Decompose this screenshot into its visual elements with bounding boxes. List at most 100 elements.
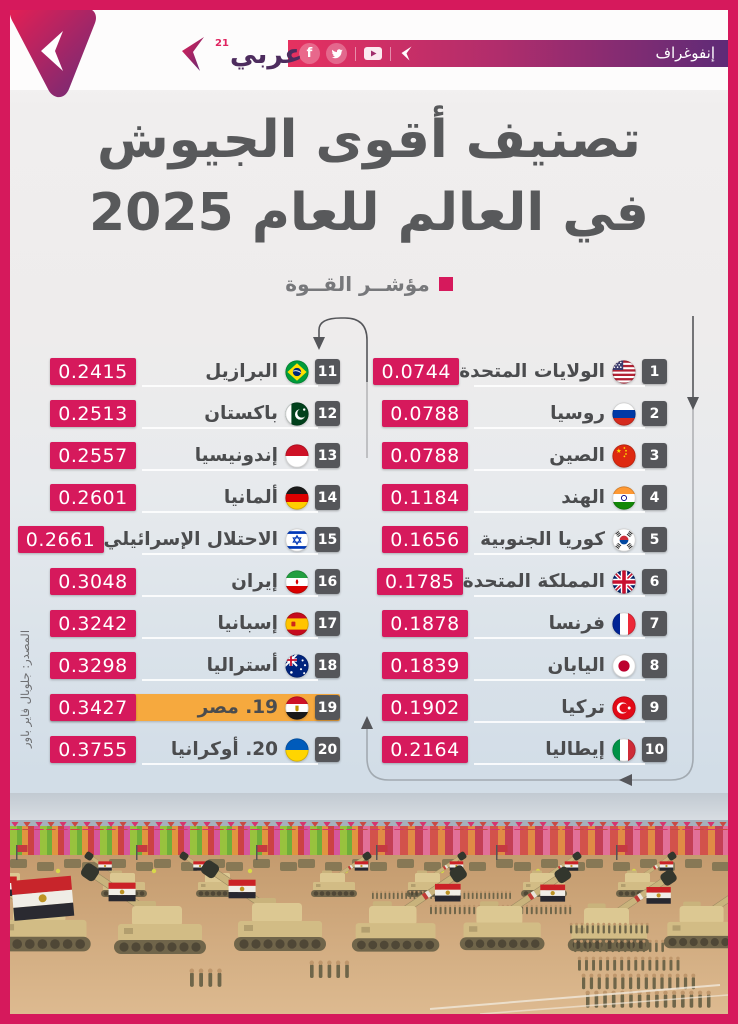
us-flag-icon bbox=[612, 359, 636, 384]
ranking-row-4: 4 الهند 0.1184 bbox=[382, 484, 667, 513]
country-name: أستراليا bbox=[206, 655, 278, 676]
brand-superscript: 21 bbox=[215, 37, 229, 49]
country-name: المملكة المتحدة bbox=[462, 571, 605, 592]
ranking-row-11: 11 البرازيل 0.2415 bbox=[50, 358, 340, 387]
ranking-row-5: 5 كوريا الجنوبية 0.1656 bbox=[382, 526, 667, 555]
ranking-row-14: 14 ألمانيا 0.2601 bbox=[50, 484, 340, 513]
row-underline bbox=[474, 637, 645, 639]
rank-badge: 5 bbox=[642, 527, 667, 552]
row-underline bbox=[474, 721, 645, 723]
country-name: 19. مصر bbox=[197, 697, 278, 718]
arabi21-logo[interactable]: عربي 21 bbox=[178, 28, 303, 80]
military-parade-photo bbox=[10, 793, 728, 1014]
ranking-row-16: 16 إيران 0.3048 bbox=[50, 568, 340, 597]
ranking-row-9: 9 تركيا 0.1902 bbox=[382, 694, 667, 723]
country-name: اليابان bbox=[547, 655, 605, 676]
power-index-value: 0.2513 bbox=[50, 400, 136, 427]
power-index-value: 0.1902 bbox=[382, 694, 468, 721]
country-name: روسيا bbox=[550, 403, 605, 424]
row-underline bbox=[142, 553, 318, 555]
legend-square-icon bbox=[438, 277, 453, 291]
kr-flag-icon bbox=[612, 527, 636, 552]
country-name: إيطاليا bbox=[545, 739, 605, 760]
row-underline bbox=[474, 511, 645, 513]
eg-flag-icon bbox=[285, 695, 309, 720]
infographic-content: عربي 21 f إنفوغراف تصنيف أقوى الجيوش في … bbox=[10, 10, 728, 1014]
country-name: تركيا bbox=[561, 697, 605, 718]
power-index-value: 0.3755 bbox=[50, 736, 136, 763]
youtube-icon[interactable] bbox=[364, 47, 382, 60]
rank-badge: 1 bbox=[642, 359, 667, 384]
row-underline bbox=[142, 679, 318, 681]
page-title: تصنيف أقوى الجيوش في العالم للعام 2025 bbox=[10, 104, 728, 250]
legend: مؤشــر القــوة bbox=[10, 272, 728, 296]
rank-badge: 11 bbox=[315, 359, 340, 384]
country-name: كوريا الجنوبية bbox=[480, 529, 605, 550]
category-label: إنفوغراف bbox=[655, 43, 715, 62]
source-credit: المصدر: جلوبال فاير باور bbox=[18, 629, 32, 749]
cn-flag-icon bbox=[612, 443, 636, 468]
rank-badge: 16 bbox=[315, 569, 340, 594]
rank-badge: 7 bbox=[642, 611, 667, 636]
es-flag-icon bbox=[285, 611, 309, 636]
row-underline bbox=[474, 679, 645, 681]
ranking-row-1: 1 الولايات المتحدة 0.0744 bbox=[373, 358, 667, 387]
ranking-row-6: 6 المملكة المتحدة 0.1785 bbox=[376, 568, 667, 597]
row-underline bbox=[474, 763, 645, 765]
rank-badge: 17 bbox=[315, 611, 340, 636]
ranking-column-11-20: 11 البرازيل 0.2415 12 باكستان 0.2513 13 إندونيس… bbox=[17, 358, 340, 778]
ranking-row-12: 12 باكستان 0.2513 bbox=[50, 400, 340, 429]
row-underline bbox=[142, 511, 318, 513]
rank-badge: 8 bbox=[642, 653, 667, 678]
power-index-value: 0.3298 bbox=[50, 652, 136, 679]
title-line-2: في العالم للعام 2025 bbox=[89, 182, 650, 243]
rank-badge: 15 bbox=[315, 527, 340, 552]
ranking-row-8: 8 اليابان 0.1839 bbox=[382, 652, 667, 681]
country-name: 20. أوكرانيا bbox=[170, 739, 278, 760]
au-flag-icon bbox=[285, 653, 309, 678]
rank-badge: 6 bbox=[642, 569, 667, 594]
brand-arrow-icon bbox=[182, 37, 204, 71]
ranking-row-19: 19 19. مصر 0.3427 bbox=[50, 694, 340, 721]
rank-badge: 19 bbox=[315, 695, 340, 720]
power-index-value: 0.1184 bbox=[382, 484, 468, 511]
rank-badge: 18 bbox=[315, 653, 340, 678]
country-name: ألمانيا bbox=[223, 487, 278, 508]
row-underline bbox=[142, 469, 318, 471]
de-flag-icon bbox=[285, 485, 309, 510]
it-flag-icon bbox=[612, 737, 636, 762]
share-arrow-icon[interactable] bbox=[400, 46, 413, 61]
divider bbox=[390, 46, 391, 61]
power-index-value: 0.2661 bbox=[17, 526, 104, 553]
ranking-row-18: 18 أستراليا 0.3298 bbox=[50, 652, 340, 681]
row-underline bbox=[474, 427, 645, 429]
row-underline bbox=[474, 595, 645, 597]
row-underline bbox=[142, 385, 318, 387]
chevron-arrow-icon bbox=[41, 31, 63, 71]
ranking-column-1-10: 1 الولايات المتحدة 0.0744 2 روسيا 0.0788 3 الصي… bbox=[373, 358, 667, 778]
country-name: الهند bbox=[561, 487, 605, 508]
arabi21-corner-badge bbox=[10, 10, 96, 98]
twitter-icon[interactable] bbox=[326, 43, 347, 64]
facebook-icon[interactable]: f bbox=[299, 43, 320, 64]
country-name: إيران bbox=[231, 571, 278, 592]
power-index-value: 0.2415 bbox=[50, 358, 136, 385]
ua-flag-icon bbox=[285, 737, 309, 762]
country-name: إندونيسيا bbox=[194, 445, 278, 466]
power-index-value: 0.1785 bbox=[376, 568, 463, 595]
row-underline bbox=[474, 469, 645, 471]
row-underline bbox=[142, 427, 318, 429]
power-index-value: 0.1839 bbox=[382, 652, 468, 679]
row-underline bbox=[142, 595, 318, 597]
ir-flag-icon bbox=[285, 569, 309, 594]
legend-label: مؤشــر القــوة bbox=[285, 272, 430, 296]
power-index-value: 0.3427 bbox=[50, 694, 136, 721]
social-bar: f إنفوغراف bbox=[288, 40, 728, 67]
country-name: الاحتلال الإسرائيلي bbox=[103, 529, 278, 550]
power-index-value: 0.3242 bbox=[50, 610, 136, 637]
in-flag-icon bbox=[612, 485, 636, 510]
power-index-value: 0.1656 bbox=[382, 526, 468, 553]
title-line-1: تصنيف أقوى الجيوش bbox=[97, 110, 642, 170]
row-underline bbox=[474, 385, 645, 387]
